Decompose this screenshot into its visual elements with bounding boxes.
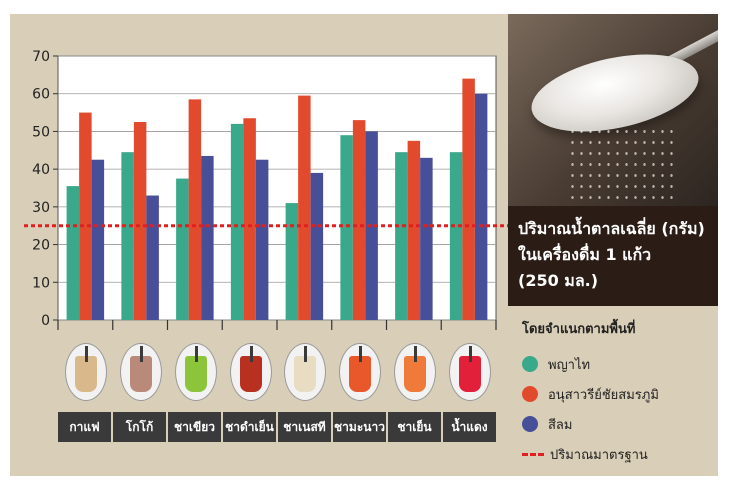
drink-cup-picture	[65, 343, 108, 401]
legend-title: โดยจำแนกตามพื้นที่	[522, 322, 636, 337]
y-tick-label: 50	[32, 124, 50, 140]
drink-cup-picture	[284, 343, 327, 401]
bar	[121, 152, 134, 320]
bar	[201, 155, 214, 320]
legend-swatch	[522, 416, 538, 432]
drink-fill	[239, 356, 262, 392]
drink-cup-picture	[393, 343, 436, 401]
bar	[188, 99, 202, 320]
straw	[85, 346, 89, 362]
category-label: ชาเขียว	[168, 412, 223, 442]
straw	[359, 346, 363, 362]
falling-sugar	[568, 126, 678, 206]
chart-title: ปริมาณน้ำตาลเฉลี่ย (กรัม) ในเครื่องดื่ม …	[508, 206, 718, 306]
bar	[66, 186, 80, 320]
y-tick-label: 30	[32, 200, 50, 216]
bar	[462, 78, 475, 320]
y-tick-label: 40	[32, 162, 50, 178]
straw	[194, 346, 198, 362]
title-line: (250 มล.)	[518, 271, 599, 290]
category-label: ชาดำเย็น	[223, 412, 278, 442]
category-label: ชาเนสที	[278, 412, 333, 442]
drink-fill	[458, 356, 481, 392]
drink-fill	[130, 356, 153, 392]
bar	[91, 159, 105, 320]
legend-swatch	[522, 356, 538, 372]
y-tick-label: 70	[32, 49, 50, 65]
bar	[449, 152, 463, 320]
sugar-spoon-photo	[508, 14, 718, 206]
legend-swatch	[522, 386, 538, 402]
legend-label: อนุสาวรีย์ชัยสมรภูมิ	[548, 387, 659, 403]
bar	[176, 178, 189, 320]
bar	[310, 172, 324, 320]
category-label: โกโก้	[113, 412, 168, 442]
category-label: ชาเย็น	[388, 412, 443, 442]
drink-fill	[294, 356, 317, 392]
legend-dash	[522, 452, 544, 456]
legend-label: สีลม	[548, 417, 573, 433]
bar	[298, 95, 311, 320]
drink-cup-picture	[120, 343, 163, 401]
drink-fill	[403, 356, 426, 392]
legend-item: ปริมาณมาตรฐาน	[522, 439, 712, 469]
legend-label: ปริมาณมาตรฐาน	[550, 447, 648, 463]
straw	[304, 346, 308, 362]
drink-cup-picture	[339, 343, 382, 401]
bar	[146, 195, 159, 320]
y-tick-label: 20	[32, 238, 50, 254]
category-label: กาแฟ	[58, 412, 113, 442]
bar	[340, 135, 353, 320]
legend-item: พญาไท	[522, 349, 712, 379]
legend-label: พญาไท	[548, 357, 591, 373]
bar	[420, 157, 433, 320]
bar	[79, 112, 92, 320]
legend: โดยจำแนกตามพื้นที่ พญาไท อนุสาวรีย์ชัยสม…	[522, 318, 712, 469]
straw	[140, 346, 144, 362]
title-line: ปริมาณน้ำตาลเฉลี่ย (กรัม)	[518, 219, 705, 238]
category-label: น้ำแดง	[451, 419, 488, 434]
drink-cup-picture	[448, 343, 491, 401]
bar	[407, 140, 421, 320]
category-label: ชามะนาว	[333, 412, 388, 442]
bar	[285, 203, 299, 320]
bar	[243, 118, 256, 320]
category-label-bar: กาแฟ โกโก้ ชาเขียว ชาดำเย็น ชาเนสที ชามะ…	[58, 412, 496, 442]
y-tick-label: 60	[32, 87, 50, 103]
bar	[230, 123, 244, 320]
drink-fill	[75, 356, 98, 392]
bar	[133, 122, 147, 320]
bar	[352, 120, 366, 320]
title-line: ในเครื่องดื่ม 1 แก้ว	[518, 245, 652, 264]
y-tick-label: 0	[41, 313, 50, 329]
straw	[413, 346, 417, 362]
bar	[395, 152, 408, 320]
y-tick-label: 10	[32, 275, 50, 291]
straw	[249, 346, 253, 362]
drink-fill	[349, 356, 372, 392]
drink-fill	[184, 356, 207, 392]
legend-item: สีลม	[522, 409, 712, 439]
drink-cup-picture	[229, 343, 272, 401]
bar	[255, 159, 269, 320]
legend-item: อนุสาวรีย์ชัยสมรภูมิ	[522, 379, 712, 409]
drink-cup-picture	[174, 343, 217, 401]
straw	[468, 346, 472, 362]
bar	[474, 93, 488, 320]
bar	[365, 131, 378, 320]
